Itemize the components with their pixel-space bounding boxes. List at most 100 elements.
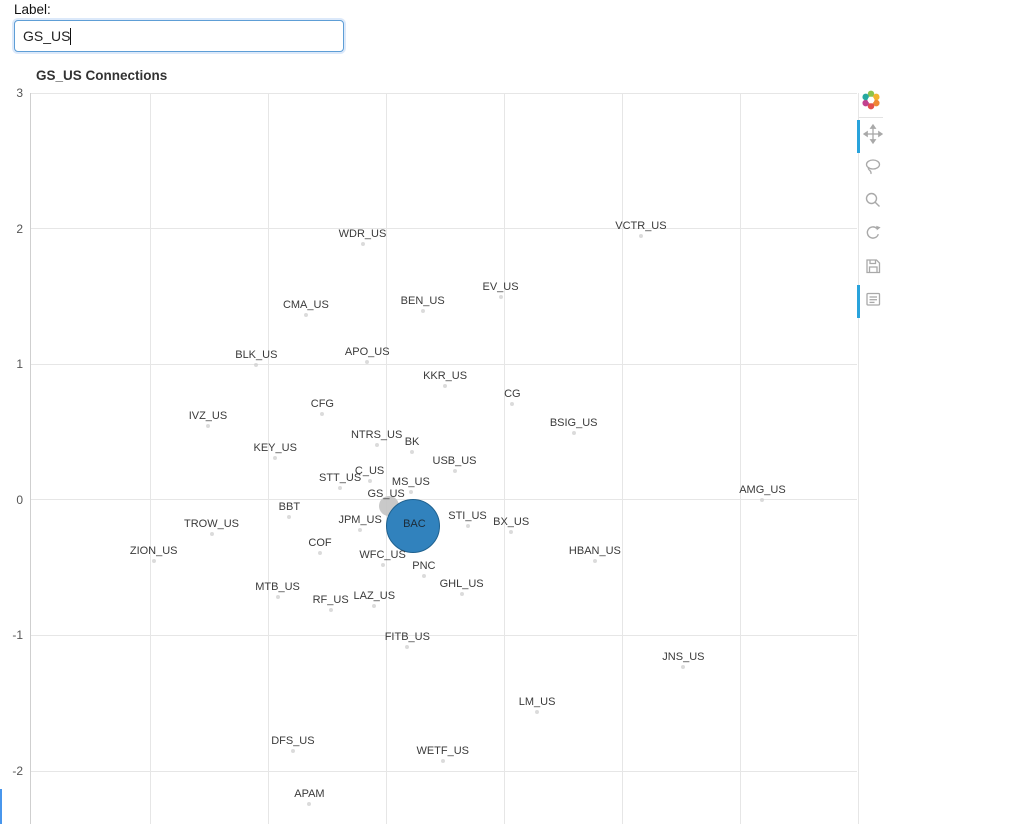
gridline-vertical [386,93,387,824]
scatter-point-ivz_us [205,423,210,428]
point-label-bx_us: BX_US [493,515,530,528]
scatter-point-amg_us [760,498,765,503]
point-label-ivz_us: IVZ_US [188,409,228,422]
point-label-key_us: KEY_US [253,442,297,455]
scatter-point-wdr_us [360,242,365,247]
scatter-point-bk [410,449,415,454]
gridline-horizontal [31,499,857,500]
scatter-point-ev_us [498,294,503,299]
pan-icon [862,123,883,149]
label-input[interactable] [14,20,344,52]
point-label-hban_us: HBAN_US [568,545,621,558]
y-tick-label: 0 [16,492,23,507]
point-label-ntrs_us: NTRS_US [350,428,403,441]
gridline-horizontal [31,364,857,365]
point-label-apam: APAM [294,788,325,801]
scatter-point-cma_us [303,312,308,317]
point-label-ghl_us: GHL_US [439,577,484,590]
gridline-horizontal [31,228,857,229]
clipped-element-edge [0,789,2,824]
point-label-blk_us: BLK_US [235,348,278,361]
scatter-point-bbt [287,514,292,519]
reset-icon [863,223,883,248]
lasso-select-tool-button[interactable] [857,153,885,186]
scatter-point-stt_us [338,486,343,491]
scatter-point-mtb_us [275,594,280,599]
gridline-vertical [740,93,741,824]
scatter-point-ghl_us [459,591,464,596]
scatter-point-ben_us [420,308,425,313]
point-label-c_us: C_US [354,465,385,478]
gridline-vertical [858,93,859,824]
y-tick-label: 2 [16,221,23,236]
scatter-point-kkr_us [443,384,448,389]
point-label-ms_us: MS_US [391,476,430,489]
scatter-point-jpm_us [358,528,363,533]
wheel-zoom-tool-button[interactable] [857,186,885,219]
scatter-point-dfs_us [290,749,295,754]
input-label: Label: [14,2,51,17]
point-label-lm_us: LM_US [518,695,556,708]
save-icon [863,256,883,281]
y-tick-label: -2 [12,764,23,779]
point-label-gs_us: GS_US [367,488,405,501]
plot-area[interactable]: WDR_US VCTR_US EV_US BEN_US CMA_US APO_US BLK_… [30,93,859,824]
point-label-jpm_us: JPM_US [338,514,382,527]
scatter-point-apam [307,802,312,807]
point-label-wfc_us: WFC_US [359,549,406,562]
scatter-point-key_us [273,456,278,461]
point-label-fitb_us: FITB_US [384,630,430,643]
scatter-point-bac [386,499,441,554]
text-caret [70,28,71,45]
scatter-point-apo_us [365,360,370,365]
label-input-wrapper [14,20,344,52]
scatter-point-blk_us [254,362,259,367]
scatter-point-sti_us [465,524,470,529]
pan-tool-button[interactable] [857,120,885,153]
chart-title: GS_US Connections [36,68,168,83]
gridline-vertical [504,93,505,824]
reset-tool-button[interactable] [857,219,885,252]
scatter-point-ntrs_us [374,442,379,447]
point-label-dfs_us: DFS_US [271,735,315,748]
point-label-kkr_us: KKR_US [423,370,468,383]
scatter-point-wetf_us [440,758,445,763]
scatter-point-fitb_us [405,644,410,649]
scatter-point-jns_us [681,665,686,670]
bokeh-toolbar [856,86,886,318]
lasso-select-icon [863,157,883,182]
scatter-point-cfg [320,411,325,416]
y-tick-label: 3 [16,86,23,100]
point-label-laz_us: LAZ_US [353,590,396,603]
y-tick-label: 1 [16,357,23,372]
point-label-cg: CG [504,388,521,401]
save-tool-button[interactable] [857,252,885,285]
scatter-point-bsig_us [571,430,576,435]
scatter-point-wfc_us [380,563,385,568]
point-label-vctr_us: VCTR_US [615,219,667,232]
hover-tool-button[interactable] [857,285,885,318]
scatter-point-cg [510,402,515,407]
point-label-bsig_us: BSIG_US [549,416,598,429]
scatter-point-cof [318,551,323,556]
hover-icon [863,289,883,314]
point-label-usb_us: USB_US [432,454,477,467]
point-label-amg_us: AMG_US [739,484,786,497]
bokeh-logo-icon[interactable] [859,88,883,112]
point-label-apo_us: APO_US [344,346,390,359]
scatter-point-rf_us [328,608,333,613]
gridline-vertical [150,93,151,824]
scatter-point-hban_us [592,559,597,564]
scatter-point-laz_us [372,604,377,609]
point-label-cfg: CFG [310,397,335,410]
y-tick-label: -1 [12,628,23,643]
point-label-bk: BK [404,435,420,448]
point-label-wdr_us: WDR_US [338,228,387,241]
point-label-trow_us: TROW_US [184,518,239,531]
gridline-vertical [268,93,269,824]
scatter-point-bx_us [509,529,514,534]
point-label-jns_us: JNS_US [662,651,705,664]
scatter-point-c_us [367,479,372,484]
gridline-horizontal [31,635,857,636]
point-label-sti_us: STI_US [448,510,487,523]
